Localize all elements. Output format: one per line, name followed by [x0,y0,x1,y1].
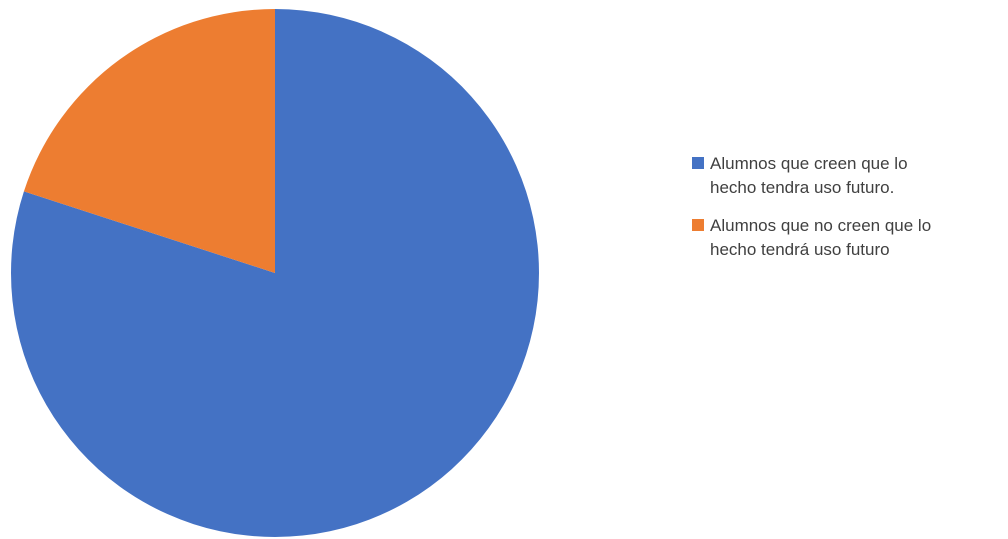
pie-slice [10,9,539,537]
legend-label: Alumnos que creen que lo hecho tendra us… [710,154,908,197]
legend-item: Alumnos que no creen que lo hecho tendrá… [692,214,980,262]
legend-swatch [692,157,704,169]
legend: Alumnos que creen que lo hecho tendra us… [692,152,980,276]
pie-slice [23,9,275,273]
legend-label: Alumnos que no creen que lo hecho tendrá… [710,216,932,259]
legend-swatch [692,219,704,231]
legend-item: Alumnos que creen que lo hecho tendra us… [692,152,980,200]
